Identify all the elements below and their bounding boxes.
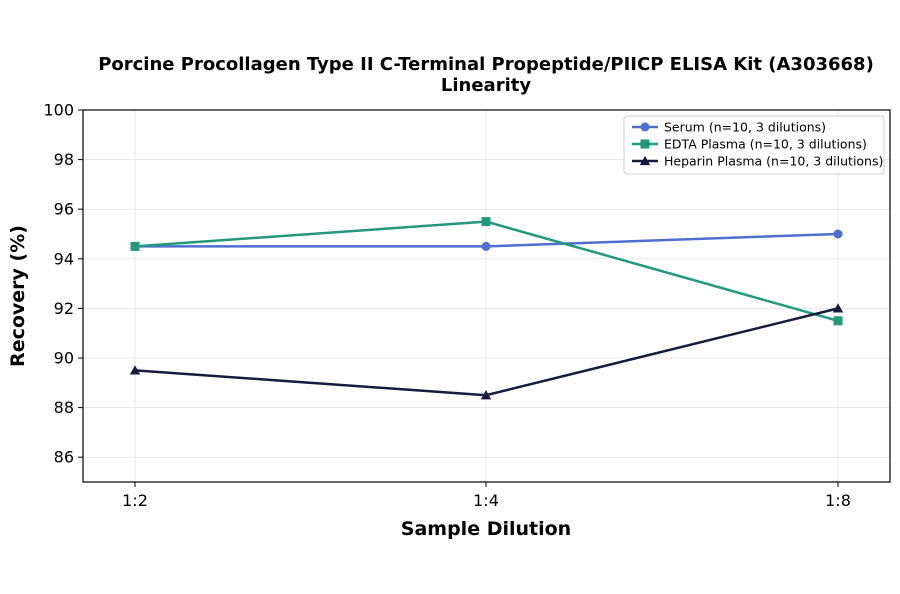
y-axis-label: Recovery (%) (7, 225, 29, 367)
data-point (480, 390, 492, 400)
x-axis-label: Sample Dilution (401, 518, 571, 540)
chart-title: Porcine Procollagen Type II C-Terminal P… (98, 54, 874, 75)
legend-label: EDTA Plasma (n=10, 3 dilutions) (664, 137, 867, 152)
y-tick-label: 98 (54, 150, 74, 169)
data-point (481, 241, 491, 251)
y-axis-ticks: 86 88 90 92 94 96 98 100 (43, 101, 83, 467)
series-triangle (129, 303, 844, 400)
series (129, 217, 844, 400)
legend-label: Heparin Plasma (n=10, 3 dilutions) (664, 154, 883, 169)
y-tick-label: 94 (54, 249, 74, 268)
data-point (129, 365, 141, 375)
legend-entry: Heparin Plasma (n=10, 3 dilutions) (632, 154, 883, 169)
y-tick-label: 100 (43, 101, 74, 120)
legend-entry: EDTA Plasma (n=10, 3 dilutions) (632, 137, 867, 152)
data-point (640, 122, 650, 132)
series-square (130, 217, 843, 326)
y-tick-label: 92 (54, 299, 74, 318)
y-tick-label: 90 (54, 349, 74, 368)
data-point (640, 139, 650, 149)
legend-entry: Serum (n=10, 3 dilutions) (632, 120, 826, 135)
x-tick-label: 1:4 (473, 491, 499, 510)
x-tick-label: 1:8 (825, 491, 851, 510)
data-point (639, 155, 651, 166)
data-point (833, 316, 843, 326)
data-point (130, 241, 140, 251)
series-line (134, 307, 839, 397)
plot-area-frame (82, 109, 891, 483)
x-axis-ticks: 1:2 1:4 1:8 (122, 482, 851, 510)
y-tick-label: 88 (54, 398, 74, 417)
data-point (833, 229, 843, 239)
data-point (481, 217, 491, 227)
legend-label: Serum (n=10, 3 dilutions) (664, 120, 826, 135)
chart-subtitle: Linearity (441, 75, 531, 96)
x-tick-label: 1:2 (122, 491, 148, 510)
data-point (832, 303, 844, 313)
legend: Serum (n=10, 3 dilutions) EDTA Plasma (n=… (623, 115, 885, 175)
y-tick-label: 96 (54, 200, 74, 219)
y-tick-label: 86 (54, 448, 74, 467)
legend-frame (623, 115, 885, 175)
